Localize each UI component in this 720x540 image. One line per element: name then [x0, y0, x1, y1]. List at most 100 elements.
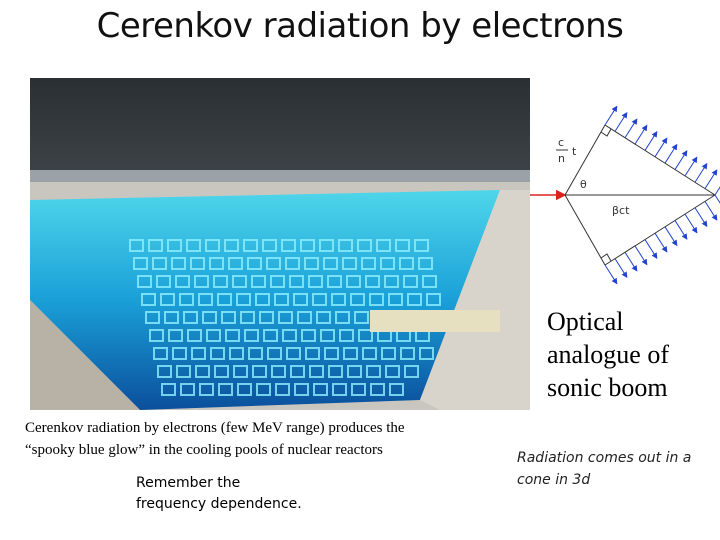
fuel-cell — [365, 275, 380, 288]
photo-caption: Cerenkov radiation by electrons (few MeV… — [25, 420, 405, 436]
fuel-cell — [369, 293, 384, 306]
fuel-cell — [304, 257, 319, 270]
fuel-cell — [300, 239, 315, 252]
fuel-cell — [240, 311, 255, 324]
fuel-cell — [228, 257, 243, 270]
fuel-cell — [395, 239, 410, 252]
fuel-cell — [209, 257, 224, 270]
fuel-cell — [331, 293, 346, 306]
fuel-cell — [247, 257, 262, 270]
note: frequency dependence. — [136, 496, 302, 512]
label-n: n — [558, 152, 565, 165]
radiation-arrow — [644, 131, 658, 151]
radiation-arrow — [654, 232, 668, 253]
fuel-cell — [206, 329, 221, 342]
fuel-cell — [152, 257, 167, 270]
radiation-arrow — [704, 201, 718, 221]
fuel-cell — [399, 257, 414, 270]
fuel-cell — [323, 257, 338, 270]
fuel-cell — [180, 383, 195, 396]
radiation-arrow — [684, 156, 698, 177]
fuel-cell — [186, 239, 201, 252]
fuel-cell — [404, 365, 419, 378]
radiation-arrow — [694, 207, 708, 228]
fuel-cell — [190, 257, 205, 270]
fuel-cell — [161, 383, 176, 396]
side-text: Optical — [547, 307, 624, 336]
fuel-cell — [164, 311, 179, 324]
fuel-cell — [389, 383, 404, 396]
fuel-cell — [282, 329, 297, 342]
fuel-cell — [259, 311, 274, 324]
fuel-cell — [171, 257, 186, 270]
fuel-cell — [290, 365, 305, 378]
fuel-cell — [214, 365, 229, 378]
fuel-cell — [335, 311, 350, 324]
fuel-cell — [293, 293, 308, 306]
fuel-cell — [346, 275, 361, 288]
fuel-cell — [339, 329, 354, 342]
radiation-arrow — [644, 239, 658, 259]
fuel-cell — [350, 293, 365, 306]
fuel-cell — [244, 329, 259, 342]
fuel-cell — [229, 347, 244, 360]
radiation-arrow — [614, 258, 628, 279]
fuel-cell — [233, 365, 248, 378]
fuel-cell — [380, 257, 395, 270]
fuel-cell — [237, 383, 252, 396]
fuel-cell — [167, 239, 182, 252]
fuel-cell — [262, 239, 277, 252]
fuel-cell — [351, 383, 366, 396]
fuel-cell — [294, 383, 309, 396]
fuel-cell — [224, 239, 239, 252]
radiation-arrow — [634, 124, 648, 145]
radiation-arrow — [614, 111, 628, 132]
fuel-cell — [309, 365, 324, 378]
fuel-cell — [179, 293, 194, 306]
fuel-cell — [286, 347, 301, 360]
fuel-cell — [426, 293, 441, 306]
fuel-cell — [198, 293, 213, 306]
fuel-cell — [221, 311, 236, 324]
fuel-cell — [271, 365, 286, 378]
fuel-cell — [133, 257, 148, 270]
fuel-cell — [289, 275, 304, 288]
fuel-cell — [354, 311, 369, 324]
fuel-cell — [172, 347, 187, 360]
fuel-cell — [202, 311, 217, 324]
radiation-arrow — [684, 213, 698, 234]
cone-note: Radiation comes out in a — [517, 450, 692, 466]
fuel-cell — [381, 347, 396, 360]
radiation-arrow — [694, 162, 708, 183]
fuel-cell — [418, 257, 433, 270]
fuel-cell — [366, 365, 381, 378]
fuel-cell — [403, 275, 418, 288]
photo-caption: “spooky blue glow” in the cooling pools … — [25, 442, 383, 458]
cone-note: cone in 3d — [517, 472, 591, 488]
fuel-cell — [301, 329, 316, 342]
fuel-cell — [194, 275, 209, 288]
fuel-cell — [191, 347, 206, 360]
fuel-cell — [274, 293, 289, 306]
fuel-cell — [263, 329, 278, 342]
fuel-cell — [255, 293, 270, 306]
fuel-cell — [376, 239, 391, 252]
label-t: t — [572, 145, 577, 158]
fuel-cell — [297, 311, 312, 324]
radiation-arrow — [704, 169, 718, 189]
note: Remember the — [136, 475, 241, 491]
fuel-cell — [205, 239, 220, 252]
fuel-cell — [384, 275, 399, 288]
side-text: analogue of — [547, 340, 670, 369]
fuel-cell — [357, 239, 372, 252]
fuel-cell — [213, 275, 228, 288]
fuel-cell — [270, 275, 285, 288]
fuel-cell — [266, 257, 281, 270]
fuel-cell — [342, 257, 357, 270]
radiation-arrow — [624, 118, 638, 138]
fuel-cell — [156, 275, 171, 288]
radiation-arrow — [674, 220, 688, 240]
fuel-cell — [347, 365, 362, 378]
fuel-cell — [232, 275, 247, 288]
